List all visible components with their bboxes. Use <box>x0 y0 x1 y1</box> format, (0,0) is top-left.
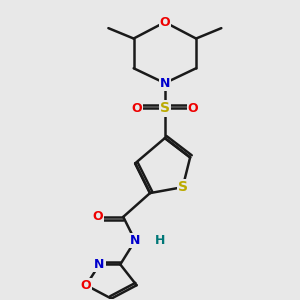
Text: S: S <box>160 101 170 116</box>
Text: O: O <box>131 102 142 115</box>
Text: N: N <box>94 258 105 271</box>
Text: O: O <box>160 16 170 29</box>
Text: O: O <box>93 210 103 224</box>
Text: O: O <box>81 279 92 292</box>
Text: S: S <box>178 180 188 194</box>
Text: H: H <box>155 234 166 247</box>
Text: N: N <box>130 234 140 247</box>
Text: N: N <box>160 76 170 90</box>
Text: O: O <box>188 102 198 115</box>
